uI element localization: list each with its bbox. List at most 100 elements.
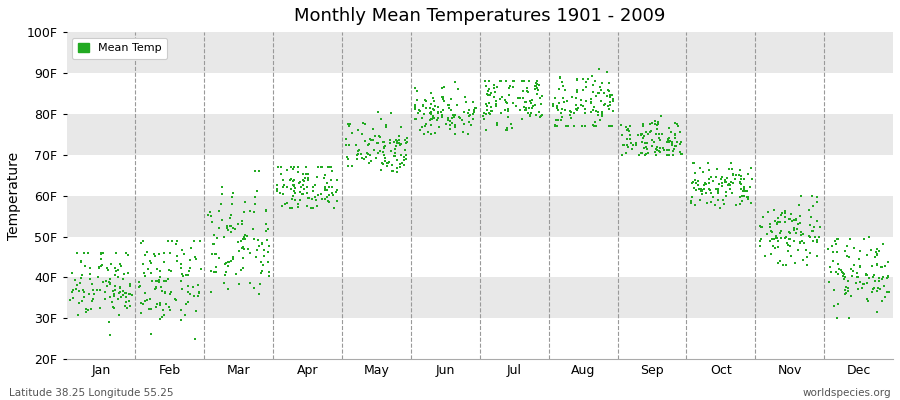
Point — [107, 304, 122, 311]
Point — [318, 184, 332, 190]
Point — [476, 113, 491, 119]
Point — [601, 87, 616, 93]
Point — [847, 244, 861, 251]
Point — [779, 240, 794, 246]
Point — [791, 246, 806, 253]
Point — [318, 186, 332, 192]
Point — [570, 106, 584, 113]
Point — [418, 97, 432, 104]
Point — [158, 250, 172, 256]
Point — [183, 257, 197, 263]
Point — [359, 150, 374, 156]
Point — [605, 92, 619, 98]
Point — [781, 236, 796, 242]
Point — [822, 279, 836, 285]
Point — [190, 292, 204, 299]
Point — [408, 102, 422, 108]
Point — [94, 250, 108, 256]
Point — [500, 127, 514, 133]
Point — [276, 191, 291, 197]
Point — [551, 117, 565, 123]
Point — [175, 246, 189, 253]
Point — [383, 140, 398, 146]
Point — [821, 246, 835, 252]
Point — [872, 248, 886, 254]
Point — [321, 164, 336, 170]
Point — [595, 109, 609, 116]
Point — [255, 267, 269, 274]
Point — [870, 246, 885, 252]
Point — [704, 174, 718, 180]
Point — [834, 267, 849, 274]
Point — [875, 264, 889, 270]
Bar — [67, 114, 893, 155]
Point — [225, 200, 239, 207]
Point — [427, 114, 441, 121]
Point — [683, 198, 698, 205]
Point — [526, 103, 541, 110]
Point — [248, 209, 262, 215]
Point — [238, 246, 252, 252]
Point — [534, 113, 548, 119]
Point — [422, 117, 436, 123]
Point — [556, 95, 571, 101]
Point — [220, 225, 234, 231]
Point — [252, 281, 266, 287]
Point — [115, 276, 130, 282]
Point — [498, 107, 512, 113]
Point — [662, 125, 676, 132]
Point — [162, 266, 176, 273]
Point — [649, 146, 663, 152]
Point — [493, 96, 508, 102]
Point — [363, 136, 377, 143]
Point — [634, 131, 648, 138]
Point — [763, 251, 778, 257]
Point — [457, 109, 472, 115]
Point — [143, 296, 157, 302]
Point — [766, 236, 780, 242]
Point — [501, 108, 516, 114]
Point — [736, 176, 751, 182]
Point — [107, 272, 122, 278]
Point — [787, 226, 801, 233]
Point — [620, 142, 634, 148]
Point — [588, 118, 602, 125]
Point — [524, 100, 538, 106]
Point — [736, 184, 751, 191]
Point — [309, 196, 323, 203]
Point — [506, 78, 520, 84]
Point — [109, 268, 123, 274]
Point — [408, 106, 422, 112]
Point — [481, 88, 495, 94]
Point — [606, 96, 620, 102]
Point — [388, 146, 402, 152]
Point — [301, 171, 315, 178]
Point — [783, 236, 797, 243]
Point — [218, 261, 232, 267]
Point — [662, 152, 677, 158]
Point — [419, 98, 434, 104]
Point — [521, 88, 535, 95]
Point — [327, 205, 341, 211]
Point — [383, 148, 398, 155]
Point — [443, 126, 457, 132]
Point — [619, 149, 634, 156]
Point — [694, 186, 708, 192]
Point — [181, 272, 195, 278]
Point — [687, 185, 701, 191]
Point — [136, 261, 150, 267]
Point — [861, 298, 876, 304]
Point — [228, 226, 242, 232]
Point — [224, 222, 238, 229]
Point — [575, 76, 590, 82]
Point — [743, 200, 758, 206]
Point — [214, 191, 229, 197]
Point — [304, 205, 319, 211]
Point — [715, 183, 729, 189]
Point — [203, 267, 218, 274]
Point — [427, 107, 441, 114]
Point — [737, 193, 751, 199]
Point — [734, 179, 748, 186]
Point — [306, 184, 320, 190]
Point — [300, 203, 314, 209]
